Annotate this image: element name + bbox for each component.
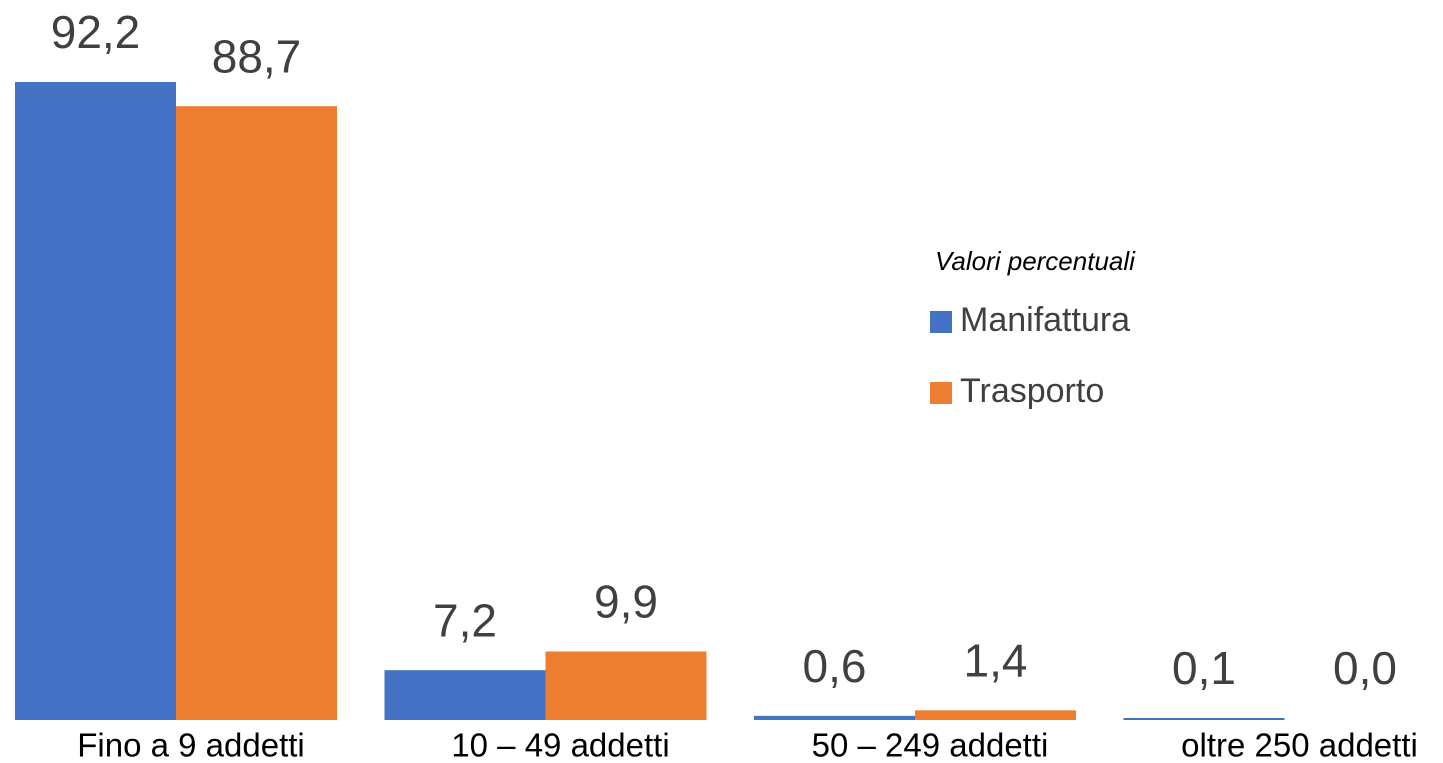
data-label: 0,0 xyxy=(1333,642,1397,694)
data-label: 7,2 xyxy=(433,594,497,646)
bar xyxy=(754,715,915,720)
data-label: 0,6 xyxy=(803,640,867,692)
legend-title: Valori percentuali xyxy=(935,246,1136,276)
legend-label: Manifattura xyxy=(960,301,1130,339)
data-label: 9,9 xyxy=(594,576,658,628)
data-label: 92,2 xyxy=(51,6,141,58)
bar xyxy=(176,106,337,721)
legend-label: Trasporto xyxy=(960,372,1104,410)
x-tick-label: Fino a 9 addetti xyxy=(77,727,305,763)
x-tick-label: oltre 250 addetti xyxy=(1181,727,1418,763)
data-label: 1,4 xyxy=(964,634,1028,686)
data-label: 0,1 xyxy=(1172,642,1236,694)
legend-swatch xyxy=(930,311,952,333)
bar xyxy=(915,710,1076,720)
bar xyxy=(15,81,176,720)
bar xyxy=(1123,718,1285,720)
x-tick-label: 10 – 49 addetti xyxy=(451,727,669,763)
bar xyxy=(384,670,546,720)
bar xyxy=(545,651,707,720)
x-tick-label: 50 – 249 addetti xyxy=(812,727,1049,763)
legend-swatch xyxy=(930,382,952,404)
data-label: 88,7 xyxy=(212,30,302,82)
